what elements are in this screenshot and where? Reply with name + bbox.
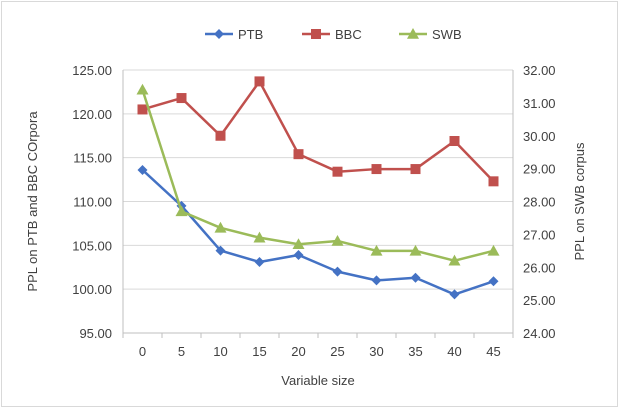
legend-entry-ptb: PTB bbox=[205, 27, 263, 42]
right-y-tick-label: 24.00 bbox=[523, 326, 556, 341]
left-y-tick-label: 100.00 bbox=[72, 282, 112, 297]
data-point bbox=[137, 104, 148, 115]
x-tick-label: 35 bbox=[408, 344, 422, 359]
x-tick-label: 30 bbox=[369, 344, 383, 359]
data-point bbox=[136, 83, 149, 95]
x-tick-label: 45 bbox=[486, 344, 500, 359]
data-point bbox=[176, 93, 187, 104]
data-point bbox=[214, 221, 227, 233]
legend: PTB BBC SWB bbox=[205, 27, 462, 42]
x-axis-title: Variable size bbox=[281, 373, 354, 388]
legend-entry-swb: SWB bbox=[399, 27, 462, 42]
legend-label: PTB bbox=[238, 27, 263, 42]
gridlines bbox=[123, 69, 513, 290]
data-point bbox=[410, 272, 421, 283]
data-point bbox=[488, 176, 499, 187]
data-point bbox=[214, 29, 224, 39]
legend-label: SWB bbox=[432, 27, 462, 42]
right-y-tick-label: 31.00 bbox=[523, 96, 556, 111]
data-point bbox=[332, 166, 343, 177]
left-y-tick-label: 125.00 bbox=[72, 63, 112, 78]
series-ptb bbox=[137, 164, 499, 300]
left-y-tick-label: 115.00 bbox=[73, 151, 112, 166]
x-tick-label: 10 bbox=[213, 344, 227, 359]
x-tick-label: 15 bbox=[252, 344, 266, 359]
x-tick-label: 20 bbox=[291, 344, 305, 359]
data-point bbox=[488, 276, 499, 287]
data-point bbox=[292, 238, 305, 250]
data-point bbox=[371, 275, 382, 286]
series-swb bbox=[136, 83, 500, 266]
data-point bbox=[311, 29, 321, 39]
axes: 95.00 100.00 105.00 110.00 115.00 120.00 125.0… bbox=[72, 63, 555, 359]
right-y-tick-label: 30.00 bbox=[523, 129, 556, 144]
data-point bbox=[215, 130, 226, 141]
left-y-tick-label: 120.00 bbox=[72, 107, 112, 122]
right-y-tick-label: 26.00 bbox=[523, 260, 556, 275]
series-lines bbox=[136, 76, 500, 300]
left-y-tick-label: 105.00 bbox=[72, 238, 112, 253]
x-tick-label: 5 bbox=[178, 344, 185, 359]
data-point bbox=[409, 244, 422, 256]
data-point bbox=[449, 289, 460, 300]
data-point bbox=[331, 234, 344, 246]
data-point bbox=[137, 164, 148, 175]
right-y-tick-label: 29.00 bbox=[523, 162, 556, 177]
data-point bbox=[407, 28, 419, 39]
left-y-tick-label: 110.00 bbox=[73, 195, 112, 210]
series-bbc bbox=[137, 76, 499, 187]
data-point bbox=[371, 164, 382, 175]
legend-entry-bbc: BBC bbox=[302, 27, 362, 42]
legend-label: BBC bbox=[335, 27, 362, 42]
data-point bbox=[253, 231, 266, 243]
left-y-axis-title: PPL on PTB and BBC COrpora bbox=[25, 111, 40, 292]
right-y-tick-label: 27.00 bbox=[523, 227, 556, 242]
data-point bbox=[175, 205, 188, 217]
series-line bbox=[141, 169, 494, 296]
data-point bbox=[410, 164, 421, 175]
x-tick-label: 25 bbox=[330, 344, 344, 359]
right-y-axis-title: PPL on SWB corpus bbox=[572, 142, 587, 261]
data-point bbox=[370, 244, 383, 256]
right-y-tick-label: 28.00 bbox=[523, 195, 556, 210]
left-y-tick-label: 95.00 bbox=[79, 326, 112, 341]
x-tick-label: 0 bbox=[139, 344, 146, 359]
series-line bbox=[141, 89, 494, 262]
data-point bbox=[448, 254, 461, 266]
x-tick-label: 40 bbox=[447, 344, 461, 359]
data-point bbox=[487, 244, 500, 256]
data-point bbox=[215, 245, 226, 256]
data-point bbox=[332, 266, 343, 277]
series-line bbox=[142, 80, 495, 183]
data-point bbox=[254, 76, 265, 87]
data-point bbox=[293, 149, 304, 160]
data-point bbox=[293, 249, 304, 260]
data-point bbox=[449, 136, 460, 147]
right-y-tick-label: 25.00 bbox=[523, 293, 556, 308]
data-point bbox=[254, 256, 265, 267]
right-y-tick-label: 32.00 bbox=[523, 63, 556, 78]
